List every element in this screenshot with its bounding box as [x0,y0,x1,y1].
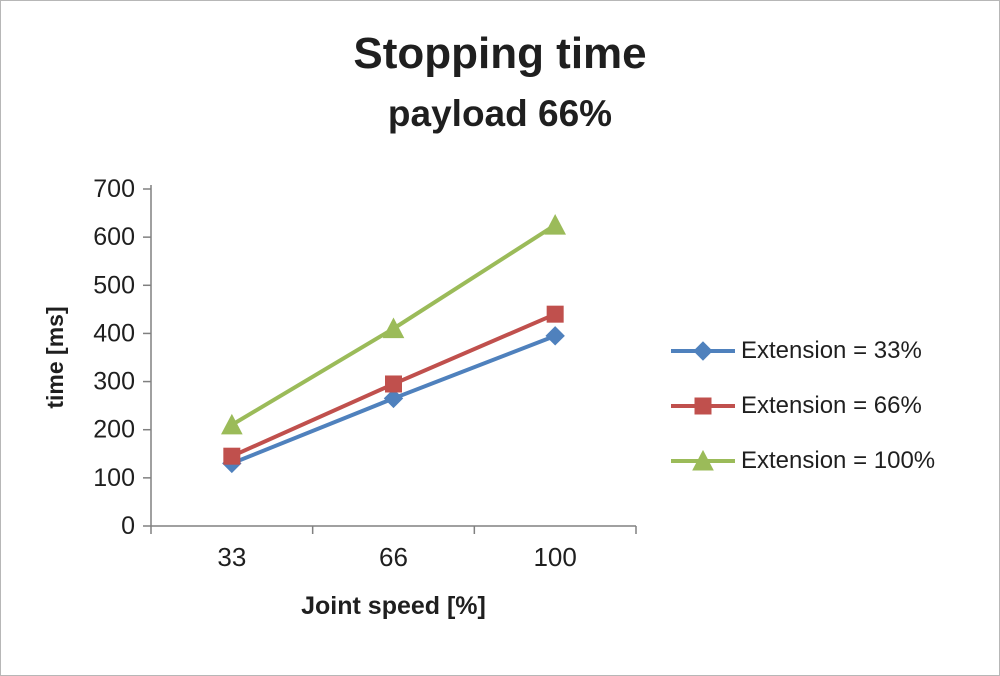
x-tick-label: 66 [379,542,408,572]
legend-label: Extension = 66% [741,392,922,419]
legend-label: Extension = 33% [741,337,922,364]
legend-item: Extension = 66% [669,392,935,420]
plot-area: 0 100 200 300 400 500 600 700 33 66 100 time [ms] Jo… [42,175,637,620]
legend-marker-square [671,397,735,415]
y-tick-label: 700 [93,175,135,203]
legend-label: Extension = 100% [741,447,936,474]
chart-subtitle: payload 66% [387,93,613,134]
series-square [223,305,564,465]
x-axis-title: Joint speed [%] [301,592,486,620]
y-axis-title: time [ms] [42,306,68,408]
legend-item: Extension = 100% [669,447,935,475]
y-tick-label: 400 [93,319,135,347]
legend-marker-diamond [671,341,735,361]
x-tick-label: 33 [217,542,246,572]
y-tick-label: 500 [93,271,135,299]
legend: Extension = 33% Extension = 66% Extension … [669,337,935,475]
x-tick-label: 100 [533,542,576,572]
y-tick-label: 100 [93,464,135,492]
series-triangle [221,214,566,435]
y-tick-label: 300 [93,368,135,396]
y-tick-label: 200 [93,416,135,444]
chart-title: Stopping time [353,29,647,78]
legend-item: Extension = 33% [669,337,935,365]
y-tick-label: 600 [93,223,135,251]
legend-marker-triangle [671,449,735,471]
y-tick-label: 0 [121,512,135,540]
